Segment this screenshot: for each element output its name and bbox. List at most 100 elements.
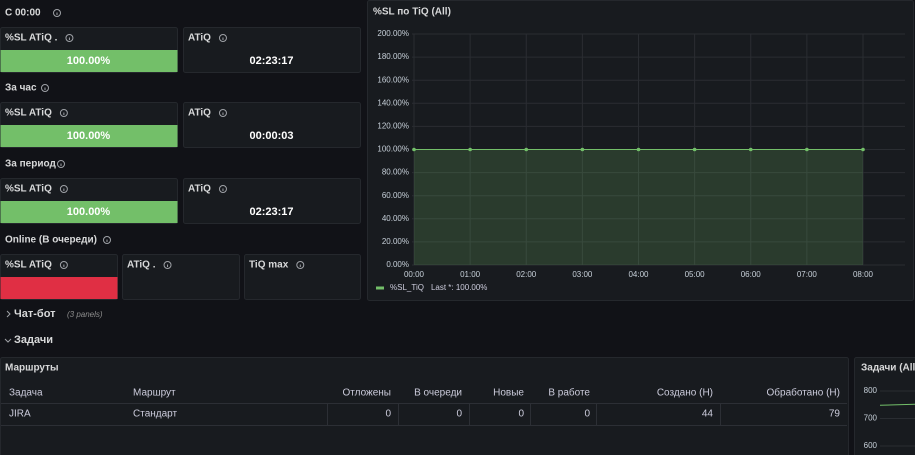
table-cell: 0 <box>584 409 590 420</box>
info-icon[interactable] <box>59 261 68 269</box>
panel-title: %SL ATiQ <box>5 184 52 195</box>
x-tick-label: 06:00 <box>741 270 762 279</box>
info-icon[interactable] <box>53 9 61 17</box>
table-cell: 0 <box>385 409 391 420</box>
table-cell: 44 <box>702 409 714 420</box>
panel-title: ATiQ <box>188 184 211 195</box>
y-tick-label: 80.00% <box>382 168 409 177</box>
x-tick-label: 08:00 <box>853 270 874 279</box>
stat-bar <box>0 50 178 72</box>
row-title[interactable]: Чат-бот <box>14 308 56 320</box>
row-chevron[interactable] <box>6 310 11 318</box>
section-title: Online (В очереди) <box>5 235 97 246</box>
stat-bar <box>0 277 118 299</box>
panel <box>122 254 240 300</box>
y-tick-label: 140.00% <box>377 98 409 107</box>
table-header[interactable]: Создано (Н) <box>657 388 713 399</box>
point <box>861 147 865 152</box>
y-tick-label: 180.00% <box>377 52 409 61</box>
row-note: (3 panels) <box>67 310 103 319</box>
table-cell: Стандарт <box>133 409 178 420</box>
info-icon[interactable] <box>103 236 111 244</box>
legend-label[interactable]: %SL_TiQ <box>390 283 424 292</box>
area <box>414 149 863 265</box>
series-line <box>879 403 915 406</box>
info-icon[interactable] <box>65 34 74 42</box>
info-icon[interactable] <box>163 261 172 269</box>
table-header[interactable]: В работе <box>548 387 590 399</box>
info-icon[interactable] <box>218 185 227 193</box>
y-tick-label: 200.00% <box>377 29 409 38</box>
point <box>580 147 585 152</box>
y-tick-label: 60.00% <box>382 191 409 200</box>
x-tick-label: 01:00 <box>460 270 481 279</box>
point <box>524 147 529 152</box>
panel <box>367 0 914 301</box>
panel <box>183 27 361 73</box>
y-tick-label: 120.00% <box>377 122 409 131</box>
table-header[interactable]: Задача <box>9 388 43 399</box>
panel-title: ATiQ <box>188 108 211 119</box>
chart-title: %SL по TiQ (All) <box>373 7 451 18</box>
point <box>412 147 416 152</box>
point <box>748 147 753 152</box>
x-tick-label: 03:00 <box>572 270 593 279</box>
row-chevron[interactable] <box>4 338 12 343</box>
y-tick-label: 0.00% <box>386 260 409 269</box>
info-icon[interactable] <box>218 109 227 117</box>
info-icon[interactable] <box>59 109 68 117</box>
table-cell: 0 <box>518 409 524 420</box>
point <box>468 147 472 152</box>
table-header[interactable]: Новые <box>493 388 524 399</box>
table-header[interactable]: Обработано (Н) <box>767 387 840 399</box>
stat-value: 02:23:17 <box>249 55 293 67</box>
panel-title: ATiQ . <box>127 260 156 271</box>
info-icon[interactable] <box>57 160 65 168</box>
legend-stat: Last *: 100.00% <box>431 283 487 292</box>
y-tick-label: 700 <box>864 414 878 423</box>
panel <box>183 178 361 224</box>
x-tick-label: 07:00 <box>797 270 818 279</box>
point <box>636 147 641 152</box>
table-cell: 79 <box>829 409 841 420</box>
table-header[interactable]: В очереди <box>414 388 462 399</box>
y-tick-label: 600 <box>864 441 878 450</box>
section-title: За час <box>5 83 37 94</box>
panel-title: %SL ATiQ <box>5 260 52 271</box>
table-cell: 0 <box>456 409 462 420</box>
row-title[interactable]: Задачи <box>14 334 53 346</box>
y-tick-label: 20.00% <box>382 237 409 246</box>
stat-bar <box>0 201 178 223</box>
info-icon[interactable] <box>41 84 49 92</box>
y-tick-label: 40.00% <box>382 214 409 223</box>
x-tick-label: 02:00 <box>516 270 537 279</box>
table-header[interactable]: Маршрут <box>133 388 176 399</box>
panel-title: ATiQ <box>188 33 211 44</box>
info-icon[interactable] <box>218 34 227 42</box>
stat-value: 100.00% <box>67 130 111 142</box>
panel <box>183 102 361 148</box>
y-tick-label: 160.00% <box>377 75 409 84</box>
panel-title: TiQ max <box>249 260 289 271</box>
table-header[interactable]: Отложены <box>343 388 392 399</box>
y-tick-label: 100.00% <box>377 145 409 154</box>
y-tick-label: 800 <box>864 386 878 395</box>
section-title: С 00:00 <box>5 8 41 19</box>
info-icon[interactable] <box>296 261 305 269</box>
panel-title: %SL ATiQ <box>5 108 52 119</box>
panel-title: %SL ATiQ . <box>5 33 58 44</box>
info-icon[interactable] <box>59 185 68 193</box>
x-tick-label: 04:00 <box>628 270 649 279</box>
point <box>805 147 809 152</box>
table-cell: JIRA <box>9 409 31 420</box>
panel-title: Маршруты <box>5 363 59 374</box>
stat-value: 00:00:03 <box>249 130 293 142</box>
panel <box>244 254 361 300</box>
panel <box>0 357 849 455</box>
stat-value: 02:23:17 <box>249 206 293 218</box>
stat-bar <box>0 125 178 147</box>
x-tick-label: 05:00 <box>685 270 706 279</box>
stat-value: 100.00% <box>67 55 111 67</box>
